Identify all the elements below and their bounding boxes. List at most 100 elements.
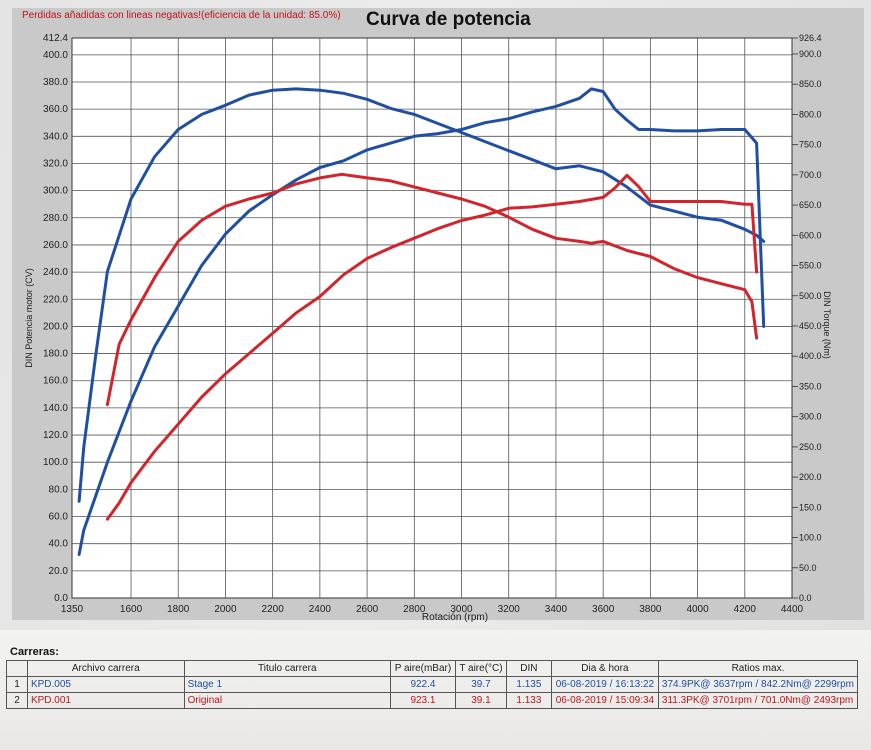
stage1-torque-line: [77, 87, 766, 503]
y2-tick-label: 800.0: [799, 109, 822, 119]
row-din: 1.133: [505, 692, 552, 709]
row-t-air: 39.1: [454, 692, 507, 709]
y-tick-label: 220.0: [43, 294, 68, 305]
y2-tick-label: 700.0: [799, 170, 822, 180]
table-row: 2 KPD.001 Original 923.1 39.1 1.133 06-0…: [6, 692, 859, 709]
y-axis-label: DIN Potencia motor (CV): [24, 268, 34, 368]
y-tick-label: 380.0: [43, 77, 68, 88]
x-tick-label: 3200: [498, 604, 521, 615]
y2-axis-label: DIN Torque (Nm): [822, 291, 832, 359]
original-power-line: [105, 173, 759, 521]
y2-tick-label: 900.0: [799, 49, 822, 59]
y-tick-label: 180.0: [43, 349, 68, 360]
row-ratios: 374.9PK@ 3637rpm / 842.2Nm@ 2299rpm: [657, 676, 859, 693]
y-tick-label: 240.0: [43, 267, 68, 278]
y-tick-label: 260.0: [43, 240, 68, 251]
x-tick-label: 2600: [356, 604, 379, 615]
y2-tick-label: 100.0: [799, 533, 822, 543]
y2-tick-label: 550.0: [799, 261, 822, 271]
row-datetime: 06-08-2019 / 16:13:22: [550, 676, 659, 693]
y-tick-label: 200.0: [43, 321, 68, 332]
y-tick-label: 80.0: [49, 484, 69, 495]
y-tick-labels: 0.0 20.0 40.0 60.0 80.0 100.0 120.0 140.0 160.0 1…: [43, 33, 68, 604]
y2-tick-label: 926.4: [799, 33, 822, 43]
y2-tick-label: 0.0: [799, 593, 812, 603]
title-header: Titulo carrera: [183, 660, 391, 677]
y2-tick-labels: 0.0 50.0 100.0 150.0 200.0 250.0 300.0 350.0 400…: [792, 33, 822, 603]
y-tick-label: 140.0: [43, 403, 68, 414]
p-air-header: P aire(mBar): [389, 660, 456, 677]
t-air-header: T aire(°C): [454, 660, 507, 677]
y2-tick-label: 850.0: [799, 79, 822, 89]
x-tick-label: 3000: [450, 604, 473, 615]
x-tick-label: 3600: [592, 604, 615, 615]
x-tick-label: 2800: [403, 604, 426, 615]
series-lines: [77, 87, 766, 556]
x-tick-label: 3400: [545, 604, 568, 615]
y-tick-label: 120.0: [43, 430, 68, 441]
x-tick-label: 1600: [120, 604, 143, 615]
x-tick-label: 3800: [639, 604, 662, 615]
y2-tick-label: 500.0: [799, 291, 822, 301]
row-num: 1: [6, 676, 28, 693]
runs-label: Carreras:: [10, 646, 59, 658]
y-tick-label: 300.0: [43, 186, 68, 197]
table-row: 1 KPD.005 Stage 1 922.4 39.7 1.135 06-08…: [6, 676, 859, 693]
y-tick-label: 20.0: [49, 566, 69, 577]
efficiency-warning: Perdidas añadidas con lineas negativas!(…: [22, 10, 341, 21]
original-torque-line: [105, 172, 759, 407]
dyno-chart: 1350 1600 1800 2000 2200 2400 2600 2800 3000 3200…: [24, 33, 832, 623]
y-tick-label: 0.0: [54, 593, 68, 604]
x-tick-label: 4000: [686, 604, 709, 615]
x-tick-labels: 1350 1600 1800 2000 2200 2400 2600 2800 3000 3200…: [61, 604, 804, 615]
chart-title: Curva de potencia: [366, 9, 531, 30]
y2-tick-label: 450.0: [799, 321, 822, 331]
x-tick-label: 1800: [167, 604, 190, 615]
datetime-header: Dia & hora: [550, 660, 659, 677]
grid-lines: [72, 38, 792, 598]
y2-tick-label: 600.0: [799, 230, 822, 240]
y-tick-label: 320.0: [43, 158, 68, 169]
y2-tick-label: 150.0: [799, 502, 822, 512]
y-tick-label: 412.4: [43, 33, 68, 44]
y-tick-label: 100.0: [43, 457, 68, 468]
y2-tick-label: 50.0: [799, 563, 817, 573]
num-header: [6, 660, 28, 677]
row-file: KPD.001: [26, 692, 185, 709]
stage1-power-line: [77, 87, 766, 556]
x-tick-label: 2000: [214, 604, 237, 615]
row-ratios: 311.3PK@ 3701rpm / 701.0Nm@ 2493rpm: [657, 692, 859, 709]
y-tick-label: 340.0: [43, 131, 68, 142]
y2-tick-label: 650.0: [799, 200, 822, 210]
row-num: 2: [6, 692, 28, 709]
x-tick-label: 4200: [734, 604, 757, 615]
y-tick-label: 280.0: [43, 213, 68, 224]
row-t-air: 39.7: [454, 676, 507, 693]
y-tick-label: 360.0: [43, 104, 68, 115]
x-tick-label: 2400: [309, 604, 332, 615]
y2-tick-label: 300.0: [799, 412, 822, 422]
file-header: Archivo carrera: [26, 660, 185, 677]
din-header: DIN: [505, 660, 552, 677]
y-tick-label: 40.0: [49, 539, 69, 550]
y-tick-label: 160.0: [43, 376, 68, 387]
row-p-air: 923.1: [389, 692, 456, 709]
x-tick-label: 4400: [781, 604, 804, 615]
y2-tick-label: 400.0: [799, 351, 822, 361]
y-tick-label: 400.0: [43, 50, 68, 61]
row-datetime: 06-08-2019 / 15:09:34: [550, 692, 659, 709]
y2-tick-label: 250.0: [799, 442, 822, 452]
runs-table: Archivo carrera Titulo carrera P aire(mB…: [6, 660, 859, 709]
row-file: KPD.005: [26, 676, 185, 693]
y2-tick-label: 200.0: [799, 472, 822, 482]
row-p-air: 922.4: [389, 676, 456, 693]
x-tick-label: 1350: [61, 604, 84, 615]
y2-tick-label: 750.0: [799, 140, 822, 150]
ratios-header: Ratios max.: [657, 660, 859, 677]
row-din: 1.135: [505, 676, 552, 693]
y-tick-label: 60.0: [49, 512, 69, 523]
x-tick-label: 2200: [262, 604, 285, 615]
runs-header-row: Archivo carrera Titulo carrera P aire(mB…: [6, 660, 859, 677]
y2-tick-label: 350.0: [799, 381, 822, 391]
x-axis-label: Rotación (rpm): [422, 612, 488, 623]
